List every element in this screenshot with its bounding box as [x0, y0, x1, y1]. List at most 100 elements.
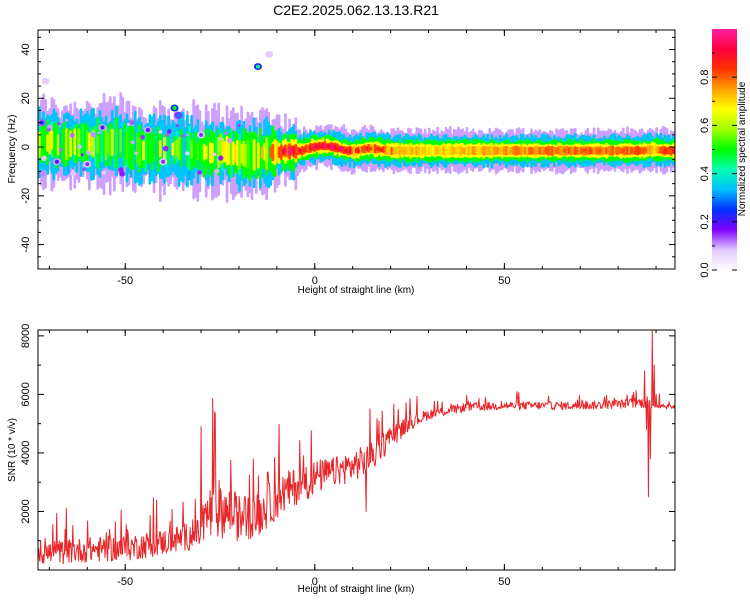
- spectrogram-speckle: [175, 124, 179, 128]
- spectrogram-cell: [144, 127, 148, 172]
- spectrogram-cell: [425, 146, 429, 155]
- spectrogram-cell: [388, 145, 392, 156]
- spectrogram-cell: [636, 148, 640, 153]
- spectrogram-cell: [446, 146, 450, 155]
- spectrogram-cell: [569, 146, 573, 156]
- snr-y-tick-label: 8000: [20, 324, 32, 348]
- spectrogram-cell: [136, 133, 139, 164]
- spectrogram-cell: [584, 148, 588, 154]
- spectrogram-cell: [106, 132, 110, 154]
- spectrogram-cell: [340, 146, 344, 152]
- spectrogram-cell: [44, 126, 47, 159]
- spectrogram-cell: [352, 145, 356, 156]
- spectrogram-cell: [206, 137, 210, 167]
- spectrogram-cell: [302, 147, 306, 153]
- spectrogram-cell: [198, 135, 202, 171]
- spectrogram-cell: [307, 144, 310, 153]
- spectrogram-cell: [603, 146, 606, 155]
- spectrogram-cell: [79, 123, 83, 162]
- spectrogram-cell: [559, 145, 563, 156]
- spectrogram-cell: [505, 145, 508, 156]
- spectrogram-speckle: [218, 155, 224, 161]
- spectrogram-x-tick-label: -50: [117, 275, 133, 287]
- spectrogram-cell: [85, 130, 89, 153]
- spectrogram-cell: [659, 147, 663, 153]
- snr-y-tick-label: 6000: [20, 382, 32, 406]
- spectrogram-speckle: [57, 121, 61, 126]
- spectrogram-cell: [450, 146, 454, 156]
- spectrogram-cell: [430, 145, 433, 156]
- spectrogram-cell: [642, 148, 646, 153]
- spectrogram-cell: [377, 146, 381, 152]
- spectrogram-blob-core: [54, 159, 59, 164]
- spectrogram-cell: [115, 128, 118, 156]
- spectrogram-cell: [409, 146, 412, 156]
- spectrogram-speckle: [162, 145, 169, 152]
- spectrogram-cell: [325, 143, 329, 149]
- spectrogram-cell: [442, 145, 446, 156]
- spectrogram-cell: [42, 124, 45, 163]
- spectrogram-cell: [663, 148, 667, 154]
- spectrogram-blob-core: [161, 159, 166, 164]
- spectrogram-cell: [138, 137, 141, 166]
- spectrogram-cell: [121, 122, 125, 169]
- spectrogram-cell: [459, 145, 462, 156]
- spectrogram-cell: [434, 146, 437, 156]
- spectrogram-cell: [183, 127, 187, 177]
- spectrogram-cell: [513, 145, 517, 156]
- spectrogram-speckle: [165, 132, 170, 137]
- spectrogram-cell: [561, 145, 565, 156]
- spectrogram-cell: [528, 146, 531, 155]
- spectrogram-cell: [63, 121, 66, 167]
- spectrogram-cell: [655, 145, 658, 154]
- spectrogram-cell: [313, 144, 316, 150]
- spectrogram-cell: [530, 146, 533, 155]
- spectrogram-cell: [553, 146, 556, 155]
- spectrogram-speckle: [130, 140, 135, 145]
- spectrogram-cell: [632, 147, 636, 155]
- spectrogram-cell: [415, 146, 419, 156]
- spectrogram-cell: [88, 132, 91, 153]
- spectrogram-cell: [413, 146, 417, 155]
- spectrogram-cell: [384, 145, 387, 155]
- spectrogram-cell: [534, 146, 538, 156]
- spectrogram-cell: [240, 143, 243, 164]
- page-title: C2E2.2025.062.13.13.R21: [273, 2, 439, 18]
- spectrogram-y-tick-label: 0: [20, 144, 32, 150]
- spectrogram-cell: [156, 126, 160, 172]
- spectrogram-cell: [81, 123, 85, 163]
- spectrogram-blob-core: [85, 162, 90, 167]
- spectrogram-cell: [286, 144, 289, 158]
- spectrogram-cell: [294, 143, 298, 159]
- snr-x-tick-label: -50: [117, 576, 133, 588]
- spectrogram-cell: [342, 145, 346, 155]
- spectrogram-cell: [525, 146, 529, 156]
- spectrogram-cell: [582, 148, 585, 153]
- spectrogram-cell: [248, 130, 252, 181]
- spectrogram-cell: [628, 146, 631, 156]
- spectrogram-cell: [209, 142, 212, 164]
- spectrogram-cell: [336, 145, 339, 151]
- spectrogram-cell: [394, 147, 398, 155]
- spectrogram-cell: [119, 128, 123, 153]
- spectrogram-axes: -50 0 50 -40 -20 0 20 40: [20, 30, 675, 287]
- spectrogram-cell: [473, 146, 477, 156]
- spectrogram-speckle: [185, 151, 190, 156]
- spectrogram-cell: [601, 146, 604, 156]
- spectrogram-cell: [640, 147, 644, 155]
- spectrogram-cell: [58, 127, 62, 166]
- spectrogram-cell: [432, 147, 435, 155]
- spectrogram-cell: [423, 146, 427, 156]
- spectrogram-cell: [390, 146, 394, 156]
- spectrogram-cell: [453, 147, 456, 155]
- spectrogram-cell: [329, 144, 333, 149]
- spectrogram-cell: [557, 146, 560, 155]
- spectrogram-cell: [594, 146, 598, 155]
- spectrogram-speckle: [82, 167, 86, 171]
- spectrogram-cell: [580, 146, 583, 155]
- spectrogram-blob-core: [267, 52, 272, 57]
- snr-y-tick-label: 2000: [20, 499, 32, 523]
- spectrogram-speckle: [227, 137, 233, 144]
- spectrogram-cell: [607, 145, 611, 156]
- spectrogram-cell: [438, 145, 442, 156]
